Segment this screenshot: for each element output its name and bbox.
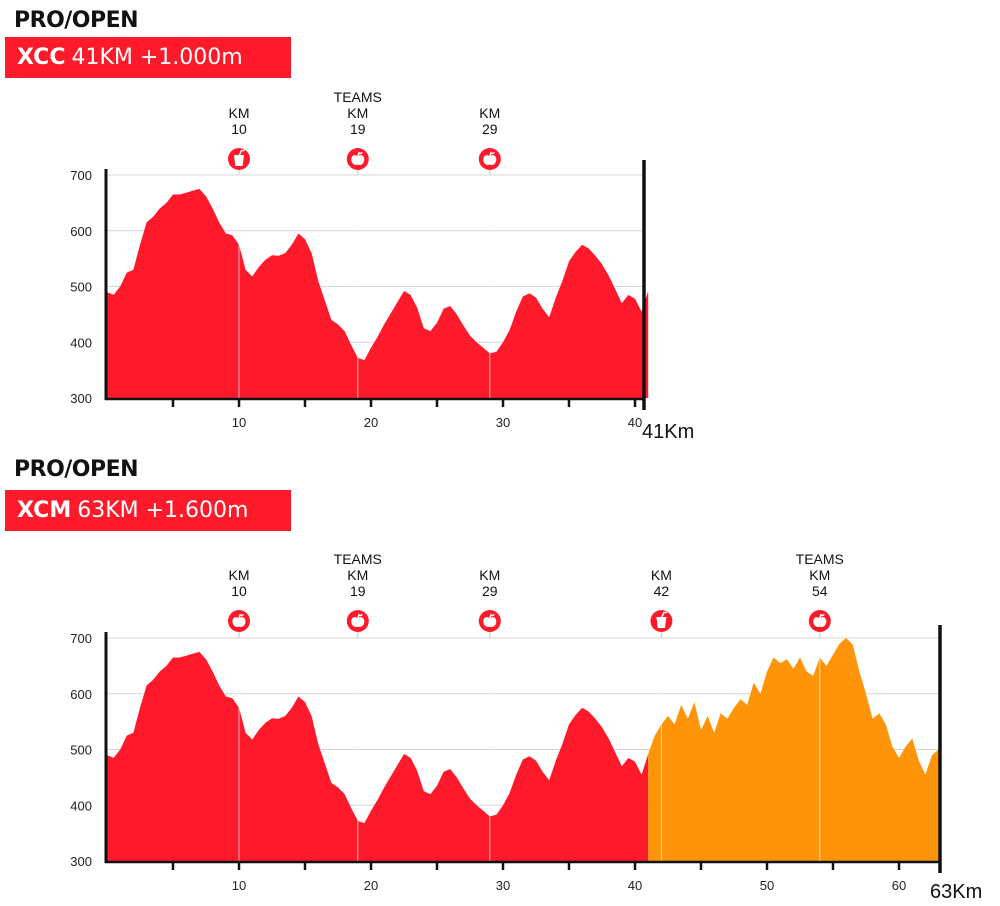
profile-2-station-1-label-2: 10 <box>231 583 247 599</box>
apple-leaf <box>240 614 244 617</box>
profile-1-x-tick-label-3: 40 <box>628 415 642 430</box>
profile-2-station-4-label-1: KM <box>651 567 672 583</box>
profile-1-station-3-apple-icon <box>478 148 501 170</box>
profile-1-y-tick-label-1: 400 <box>70 335 92 350</box>
apple-leaf <box>491 152 495 155</box>
profile-1-y-tick-label-3: 600 <box>70 224 92 239</box>
profile-2-area-series-1 <box>107 651 649 861</box>
profile-2-tag-rest: 63KM +1.600m <box>77 498 249 523</box>
profile-2-heading: PRO/OPEN <box>14 457 139 482</box>
apple-stem <box>489 613 492 620</box>
profile-2-station-5-apple-icon <box>808 610 831 632</box>
profile-1-y-tick-label-4: 700 <box>70 168 92 183</box>
profile-2-station-1-apple-icon <box>228 610 250 632</box>
profile-2-y-tick-label-1: 400 <box>70 798 92 813</box>
profile-1-x-tick-label-2: 30 <box>496 415 510 430</box>
profile-1-x-tick-label-0: 10 <box>232 415 246 430</box>
profile-2-x-tick-label-3: 40 <box>628 878 642 893</box>
profile-1-tag-strong: XCC <box>17 45 66 70</box>
profile-1-station-3-label-2: 29 <box>482 121 498 137</box>
profile-2-x-tick-label-0: 10 <box>232 878 246 893</box>
apple-stem <box>357 151 360 158</box>
profile-1-station-1-label-2: 10 <box>231 121 247 137</box>
profile-2-station-3-label-2: 29 <box>482 583 498 599</box>
profile-2-station-4-label-2: 42 <box>654 583 670 599</box>
profile-1-y-tick-label-2: 500 <box>70 280 92 295</box>
profile-2-station-2-label-1: TEAMS <box>334 551 382 567</box>
profile-1-tag: XCC 41KM +1.000m <box>5 37 291 78</box>
profile-2-tag-strong: XCM <box>17 498 72 523</box>
profile-1-area-series-1 <box>107 188 649 398</box>
profile-2-station-2-label-2: KM <box>347 567 368 583</box>
profile-1-station-2-apple-icon <box>346 148 369 170</box>
profile-2-station-3-label-1: KM <box>479 567 500 583</box>
apple-leaf <box>359 152 363 155</box>
apple-leaf <box>821 614 825 617</box>
apple-shape <box>351 155 365 165</box>
cup-straw <box>661 611 668 618</box>
profile-2-y-tick-label-4: 700 <box>70 631 92 646</box>
profile-1-station-2-label-1: TEAMS <box>334 89 382 105</box>
profile-2-end-label: 63Km <box>930 881 982 903</box>
profile-1-station-3-label-1: KM <box>479 105 500 121</box>
apple-shape <box>483 155 497 165</box>
profile-2-x-tick-label-2: 30 <box>496 878 510 893</box>
apple-shape <box>813 617 827 627</box>
profile-1-station-1-drink-icon <box>228 148 250 170</box>
profile-1-station-2-label-3: 19 <box>350 121 366 137</box>
apple-stem <box>489 151 492 158</box>
profile-2-area-series-2 <box>648 638 939 861</box>
profile-1-end-label: 41Km <box>642 421 694 443</box>
apple-shape <box>483 617 497 627</box>
profile-1-tag-rest: 41KM +1.000m <box>71 45 243 70</box>
profile-2-station-5-label-1: TEAMS <box>796 551 844 567</box>
profile-1-station-2-label-2: KM <box>347 105 368 121</box>
apple-leaf <box>359 614 363 617</box>
profile-2-y-tick-label-2: 500 <box>70 743 92 758</box>
apple-stem <box>357 613 360 620</box>
apple-shape <box>351 617 365 627</box>
profile-1-station-1-label-1: KM <box>229 105 250 121</box>
apple-stem <box>238 613 241 620</box>
profile-2-x-tick-label-4: 50 <box>760 878 774 893</box>
cup-shape <box>656 617 667 628</box>
profile-2-station-1-label-1: KM <box>229 567 250 583</box>
cup-straw <box>238 149 245 156</box>
cup-shape <box>234 155 244 166</box>
profile-1-heading: PRO/OPEN <box>14 8 139 33</box>
profile-2-y-tick-label-0: 300 <box>70 854 92 869</box>
profile-1-y-tick-label-0: 300 <box>70 391 92 406</box>
profile-2-x-tick-label-1: 20 <box>364 878 378 893</box>
apple-leaf <box>491 614 495 617</box>
profile-2-station-5-label-2: KM <box>809 567 830 583</box>
profile-2-x-tick-label-5: 60 <box>892 878 906 893</box>
profile-2-station-2-apple-icon <box>346 610 369 632</box>
profile-2-y-tick-label-3: 600 <box>70 687 92 702</box>
apple-stem <box>819 613 822 620</box>
profile-2-station-5-label-3: 54 <box>812 583 828 599</box>
profile-2-station-4-drink-icon <box>650 610 673 632</box>
apple-shape <box>232 617 246 627</box>
profile-2-tag: XCM 63KM +1.600m <box>5 490 291 531</box>
profile-2-station-3-apple-icon <box>478 610 501 632</box>
profile-2-station-2-label-3: 19 <box>350 583 366 599</box>
profile-1-x-tick-label-1: 20 <box>364 415 378 430</box>
